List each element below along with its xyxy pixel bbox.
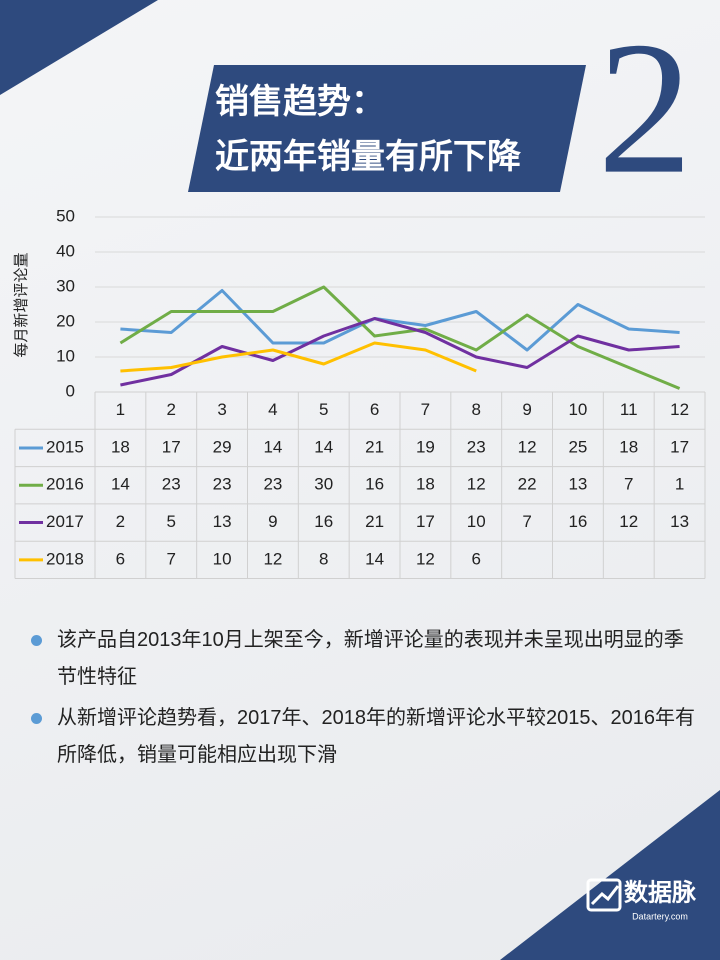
- x-tick-label: 8: [472, 400, 481, 419]
- line-series: [119, 285, 681, 390]
- legend-label: 2017: [46, 512, 84, 531]
- y-tick-label: 50: [56, 206, 75, 225]
- table-value: 17: [162, 437, 181, 456]
- table-value: 13: [568, 475, 587, 494]
- bullet: 该产品自2013年10月上架至今，新增评论量的表现并未呈现出明显的季节性特征: [30, 622, 700, 696]
- bullet-text: 该产品自2013年10月上架至今，新增评论量的表现并未呈现出明显的季节性特征: [57, 629, 684, 688]
- x-tick-label: 3: [217, 400, 226, 419]
- table-value: 12: [416, 549, 435, 568]
- table-value: 18: [416, 475, 435, 494]
- table-value: 13: [670, 512, 689, 531]
- x-tick-label: 2: [167, 400, 176, 419]
- table-value: 30: [314, 475, 333, 494]
- y-tick-label: 0: [66, 381, 75, 400]
- legend-label: 2016: [46, 475, 84, 494]
- table-value: 14: [314, 437, 333, 456]
- table-value: 12: [619, 512, 638, 531]
- y-tick-label: 10: [56, 346, 75, 365]
- table-value: 12: [467, 475, 486, 494]
- x-tick-label: 6: [370, 400, 379, 419]
- table-value: 23: [213, 475, 232, 494]
- y-tick-label: 20: [56, 311, 75, 330]
- bullet-text: 从新增评论趋势看，2017年、2018年的新增评论水平较2015、2016年有所…: [57, 707, 695, 766]
- table-value: 21: [365, 437, 384, 456]
- big-number: 2: [598, 4, 693, 214]
- line-series: [120, 317, 680, 387]
- table-value: 12: [263, 549, 282, 568]
- table-value: 18: [111, 437, 130, 456]
- x-tick-label: 4: [268, 400, 277, 419]
- table-value: 7: [522, 512, 531, 531]
- table-value: 12: [518, 437, 537, 456]
- legend-label: 2018: [46, 549, 84, 568]
- logo-name: 数据脉: [624, 879, 697, 906]
- title: 近两年销量有所下降: [215, 138, 522, 176]
- bullet: 从新增评论趋势看，2017年、2018年的新增评论水平较2015、2016年有所…: [30, 700, 700, 774]
- table-value: 9: [268, 512, 277, 531]
- table-value: 1: [675, 475, 684, 494]
- table-value: 5: [167, 512, 176, 531]
- y-tick-label: 40: [56, 241, 75, 260]
- table-value: 19: [416, 437, 435, 456]
- corner-decor: [500, 790, 720, 960]
- table-value: 17: [416, 512, 435, 531]
- bullet-list: 该产品自2013年10月上架至今，新增评论量的表现并未呈现出明显的季节性特征 从…: [30, 622, 700, 778]
- x-tick-label: 7: [421, 400, 430, 419]
- x-tick-label: 5: [319, 400, 328, 419]
- table-value: 23: [162, 475, 181, 494]
- table-value: 29: [213, 437, 232, 456]
- table-value: 23: [263, 475, 282, 494]
- y-axis-label: 每月新增评论量: [13, 252, 30, 357]
- title: 销售趋势：: [215, 83, 385, 121]
- table-value: 18: [619, 437, 638, 456]
- table-value: 2: [116, 512, 125, 531]
- table-value: 13: [213, 512, 232, 531]
- legend-label: 2015: [46, 437, 84, 456]
- logo-icon: [586, 878, 622, 912]
- table-value: 16: [314, 512, 333, 531]
- corner-decor: [0, 0, 158, 95]
- table-value: 7: [167, 549, 176, 568]
- x-tick-label: 11: [620, 400, 638, 419]
- table-value: 14: [111, 475, 130, 494]
- table-value: 6: [472, 549, 481, 568]
- table-value: 7: [624, 475, 633, 494]
- table-value: 6: [116, 549, 125, 568]
- logo-site: Datartery.com: [632, 911, 688, 921]
- table-value: 22: [518, 475, 537, 494]
- x-tick-label: 9: [522, 400, 531, 419]
- table-value: 10: [213, 549, 232, 568]
- x-tick-label: 12: [670, 400, 689, 419]
- table-value: 17: [670, 437, 689, 456]
- table-value: 23: [467, 437, 486, 456]
- line-series: [120, 341, 477, 373]
- table-value: 14: [263, 437, 282, 456]
- table-value: 14: [365, 549, 384, 568]
- table-value: 16: [568, 512, 587, 531]
- y-tick-label: 30: [56, 276, 75, 295]
- table-value: 8: [319, 549, 328, 568]
- x-tick-label: 10: [568, 400, 587, 419]
- table-value: 25: [568, 437, 587, 456]
- x-tick-label: 1: [116, 400, 125, 419]
- table-value: 10: [467, 512, 486, 531]
- table-value: 21: [365, 512, 384, 531]
- table-value: 16: [365, 475, 384, 494]
- line-series: [120, 289, 680, 352]
- title-banner: [188, 65, 586, 192]
